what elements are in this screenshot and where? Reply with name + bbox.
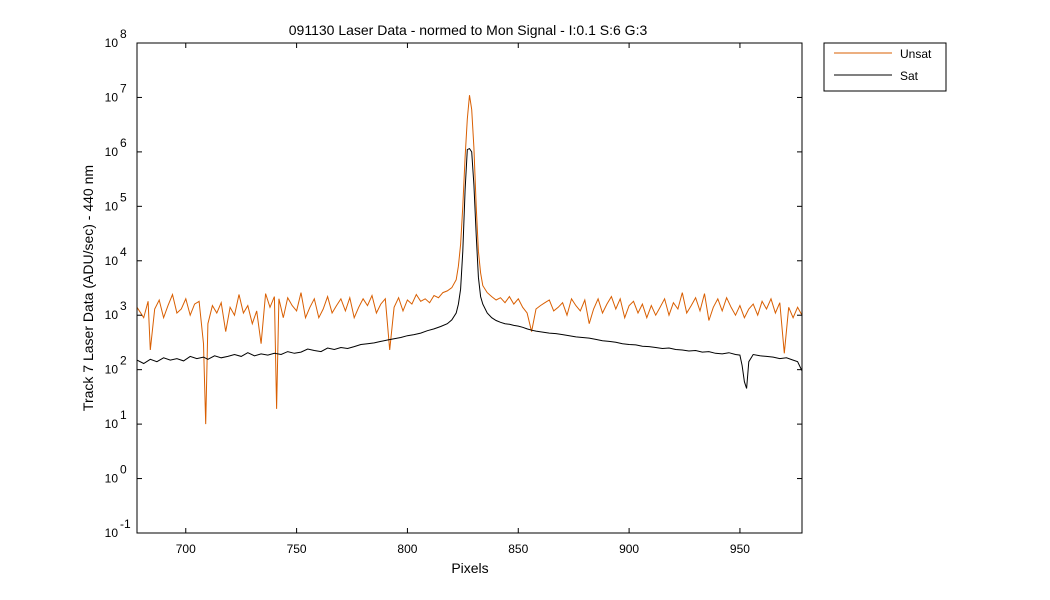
legend-label-sat: Sat <box>900 69 919 83</box>
legend-box <box>823 42 947 92</box>
y-tick-exponent: 5 <box>120 190 127 204</box>
legend[interactable]: Unsat Sat <box>823 42 947 92</box>
y-tick-label: 10 <box>105 145 119 159</box>
y-tick-exponent: 7 <box>120 81 127 95</box>
x-tick-label: 900 <box>619 542 639 556</box>
y-tick-label: 10 <box>105 199 119 213</box>
x-tick-label: 750 <box>287 542 307 556</box>
y-tick-label: 10 <box>105 526 119 540</box>
x-tick-label: 850 <box>508 542 528 556</box>
y-tick-label: 10 <box>105 308 119 322</box>
x-tick-label: 700 <box>176 542 196 556</box>
series-layer <box>136 95 803 425</box>
legend-items: Unsat Sat <box>834 47 932 83</box>
y-tick-exponent: 3 <box>120 299 127 313</box>
y-tick-exponent: 2 <box>120 354 127 368</box>
y-tick-exponent: 6 <box>120 136 127 150</box>
axes-box <box>136 42 803 534</box>
y-tick-label: 10 <box>105 417 119 431</box>
y-tick-label: 10 <box>105 36 119 50</box>
series-line-unsat <box>136 95 803 425</box>
y-tick-exponent: -1 <box>120 517 131 531</box>
series-line-sat <box>136 147 803 389</box>
y-axis-label: Track 7 Laser Data (ADU/sec) - 440 nm <box>80 165 96 411</box>
x-tick-label: 950 <box>730 542 750 556</box>
chart-title: 091130 Laser Data - normed to Mon Signal… <box>289 22 648 38</box>
x-axis-label: Pixels <box>451 560 488 576</box>
y-tick-label: 10 <box>105 90 119 104</box>
y-tick-label: 10 <box>105 472 119 486</box>
x-tick-label: 800 <box>397 542 417 556</box>
legend-label-unsat: Unsat <box>900 47 932 61</box>
y-tick-label: 10 <box>105 363 119 377</box>
plot-area <box>137 43 802 533</box>
x-axis: 700 750 800 850 900 950 <box>176 43 750 556</box>
y-tick-exponent: 8 <box>120 27 127 41</box>
y-tick-exponent: 0 <box>120 463 127 477</box>
y-tick-label: 10 <box>105 254 119 268</box>
y-tick-exponent: 4 <box>120 245 127 259</box>
y-tick-exponent: 1 <box>120 408 127 422</box>
